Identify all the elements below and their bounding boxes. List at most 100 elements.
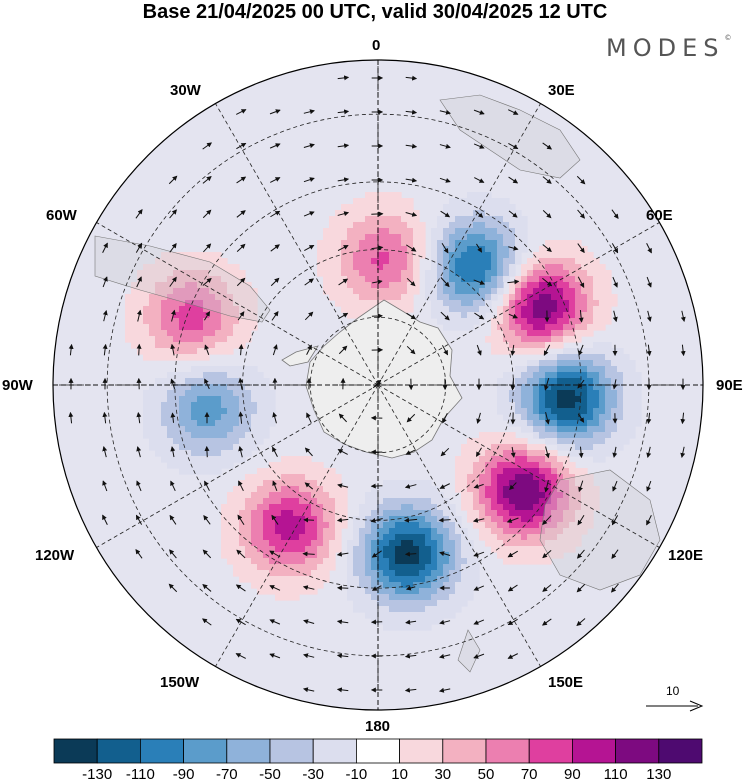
field-cell bbox=[455, 264, 462, 271]
field-cell bbox=[365, 216, 372, 223]
field-cell bbox=[275, 492, 282, 499]
field-cell bbox=[395, 582, 402, 589]
field-cell bbox=[443, 288, 450, 295]
flow-vector bbox=[170, 412, 176, 423]
field-cell bbox=[221, 318, 228, 325]
field-cell bbox=[359, 300, 366, 307]
field-cell bbox=[437, 564, 444, 571]
field-cell bbox=[305, 456, 312, 463]
field-cell bbox=[275, 570, 282, 577]
field-cell bbox=[185, 444, 192, 451]
field-cell bbox=[143, 420, 150, 427]
field-cell bbox=[245, 450, 252, 457]
field-cell bbox=[551, 396, 558, 403]
field-cell bbox=[461, 558, 468, 565]
field-cell bbox=[455, 306, 462, 313]
field-cell bbox=[551, 378, 558, 385]
flow-vector bbox=[542, 142, 553, 150]
field-cell bbox=[473, 258, 480, 265]
field-cell bbox=[179, 282, 186, 289]
field-cell bbox=[419, 516, 426, 523]
field-cell bbox=[551, 354, 558, 361]
field-cell bbox=[491, 540, 498, 547]
flow-vector bbox=[404, 551, 417, 557]
field-cell bbox=[395, 246, 402, 253]
field-cell bbox=[545, 426, 552, 433]
field-cell bbox=[395, 222, 402, 229]
field-cell bbox=[347, 246, 354, 253]
field-cell bbox=[383, 282, 390, 289]
field-cell bbox=[419, 222, 426, 229]
field-cell bbox=[275, 480, 282, 487]
field-cell bbox=[455, 480, 462, 487]
field-cell bbox=[383, 588, 390, 595]
field-cell bbox=[281, 468, 288, 475]
field-cell bbox=[239, 576, 246, 583]
flow-vector bbox=[474, 210, 484, 218]
field-cell bbox=[257, 474, 264, 481]
field-cell bbox=[137, 348, 144, 355]
field-cell bbox=[533, 528, 540, 535]
field-cell bbox=[233, 456, 240, 463]
field-cell bbox=[575, 468, 582, 475]
field-cell bbox=[425, 528, 432, 535]
field-cell bbox=[209, 396, 216, 403]
field-cell bbox=[497, 432, 504, 439]
field-cell bbox=[539, 414, 546, 421]
field-cell bbox=[527, 540, 534, 547]
field-cell bbox=[533, 372, 540, 379]
field-cell bbox=[605, 450, 612, 457]
field-cell bbox=[203, 402, 210, 409]
field-cell bbox=[437, 288, 444, 295]
field-cell bbox=[563, 468, 570, 475]
field-cell bbox=[509, 216, 516, 223]
field-cell bbox=[365, 588, 372, 595]
field-cell bbox=[365, 534, 372, 541]
field-cell bbox=[473, 264, 480, 271]
field-cell bbox=[431, 288, 438, 295]
field-cell bbox=[227, 534, 234, 541]
field-cell bbox=[569, 540, 576, 547]
field-cell bbox=[197, 288, 204, 295]
field-cell bbox=[185, 420, 192, 427]
field-cell bbox=[569, 318, 576, 325]
field-cell bbox=[563, 516, 570, 523]
field-cell bbox=[539, 552, 546, 559]
field-cell bbox=[527, 282, 534, 289]
field-cell bbox=[485, 498, 492, 505]
field-cell bbox=[389, 252, 396, 259]
field-cell bbox=[365, 300, 372, 307]
field-cell bbox=[407, 552, 414, 559]
field-cell bbox=[521, 324, 528, 331]
field-cell bbox=[257, 378, 264, 385]
field-cell bbox=[233, 552, 240, 559]
field-cell bbox=[221, 414, 228, 421]
field-cell bbox=[551, 552, 558, 559]
field-cell bbox=[539, 510, 546, 517]
field-cell bbox=[179, 300, 186, 307]
field-cell bbox=[449, 258, 456, 265]
field-cell bbox=[245, 492, 252, 499]
field-cell bbox=[467, 204, 474, 211]
field-cell bbox=[623, 372, 630, 379]
field-cell bbox=[587, 486, 594, 493]
flow-vector bbox=[102, 242, 108, 253]
field-cell bbox=[635, 384, 642, 391]
field-cell bbox=[563, 312, 570, 319]
flow-vector bbox=[102, 276, 108, 288]
field-cell bbox=[563, 504, 570, 511]
field-cell bbox=[407, 588, 414, 595]
field-cell bbox=[233, 516, 240, 523]
field-cell bbox=[203, 330, 210, 337]
field-cell bbox=[563, 390, 570, 397]
flow-vector bbox=[269, 550, 281, 558]
field-cell bbox=[227, 426, 234, 433]
field-cell bbox=[179, 312, 186, 319]
colorbar-tick-label: 90 bbox=[564, 766, 581, 783]
field-cell bbox=[437, 600, 444, 607]
field-cell bbox=[629, 432, 636, 439]
field-cell bbox=[125, 294, 132, 301]
field-cell bbox=[455, 270, 462, 277]
field-cell bbox=[551, 456, 558, 463]
flow-vector bbox=[372, 379, 382, 389]
